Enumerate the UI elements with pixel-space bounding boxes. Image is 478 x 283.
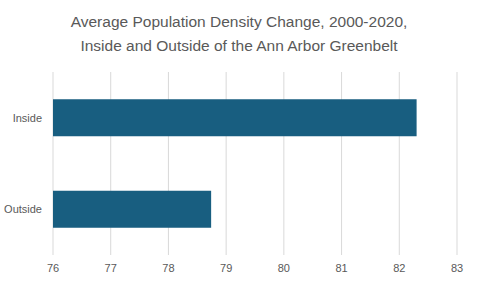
tick-label: 79 <box>220 262 232 274</box>
tick-label: 80 <box>278 262 290 274</box>
bar <box>53 191 211 228</box>
bars <box>53 99 417 228</box>
tick-label: 82 <box>393 262 405 274</box>
grid-line <box>457 72 458 255</box>
tick-label: 83 <box>451 262 463 274</box>
tick-label: 78 <box>162 262 174 274</box>
chart-title: Average Population Density Change, 2000-… <box>0 10 478 58</box>
category-label: Inside <box>13 112 42 124</box>
category-label: Outside <box>4 203 42 215</box>
tick-label: 81 <box>335 262 347 274</box>
tick-label: 77 <box>105 262 117 274</box>
tick-label: 76 <box>47 262 59 274</box>
chart: 76 77 78 79 80 81 82 83 Inside Outside <box>0 0 478 283</box>
bar <box>53 99 417 136</box>
